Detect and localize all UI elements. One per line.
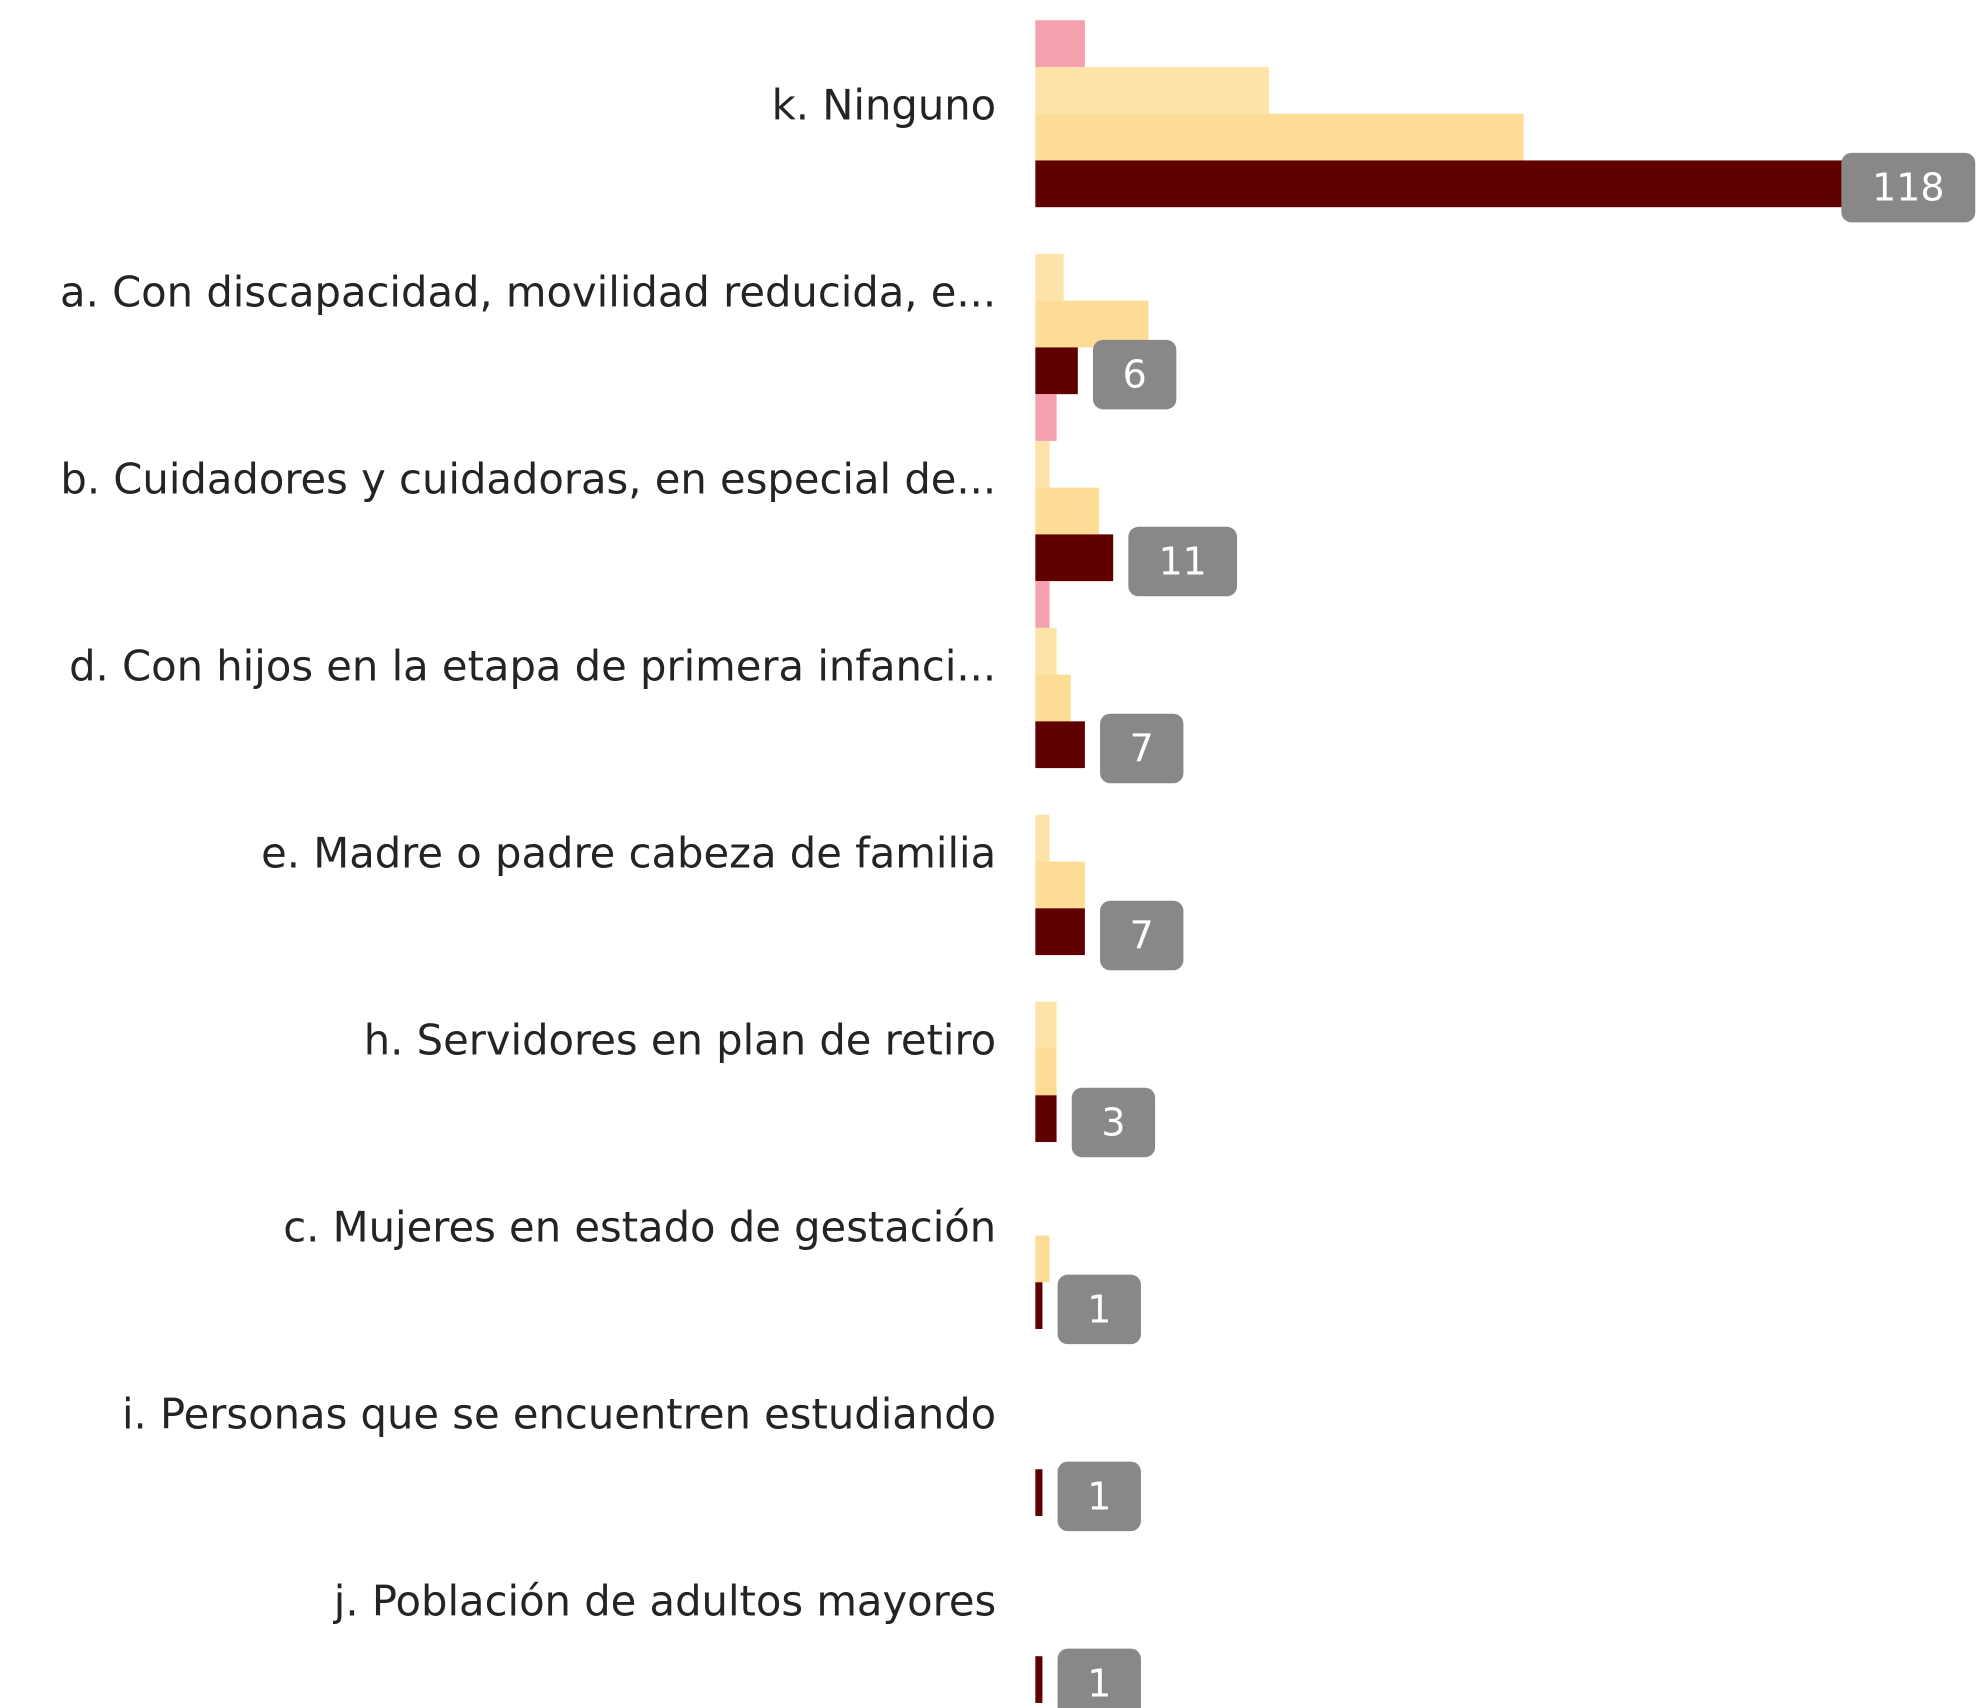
bar: [1035, 861, 1085, 909]
category-label: i. Personas que se encuentren estudiando: [122, 1389, 996, 1438]
bar: [1035, 394, 1057, 441]
bar: [1035, 20, 1085, 67]
data-label-box: [1057, 1274, 1141, 1345]
bar: [1035, 66, 1269, 114]
bar: [1035, 347, 1078, 395]
data-label-box: [1057, 1461, 1141, 1532]
category-label: k. Ninguno: [772, 81, 997, 130]
data-label-box: [1071, 1087, 1156, 1158]
bar: [1035, 908, 1085, 956]
bar: [1035, 627, 1057, 675]
data-label: 1: [1087, 1287, 1111, 1331]
data-label: 11: [1159, 540, 1207, 584]
category-label: a. Con discapacidad, movilidad reducida,…: [60, 268, 996, 317]
bar: [1035, 1235, 1050, 1283]
bar: [1035, 1469, 1043, 1516]
data-label: 7: [1130, 727, 1154, 771]
data-label: 7: [1130, 914, 1154, 958]
data-label: 6: [1123, 353, 1147, 397]
data-label: 118: [1872, 166, 1944, 210]
bar: [1035, 814, 1050, 862]
category-label: b. Cuidadores y cuidadoras, en especial …: [60, 455, 996, 504]
data-label-box: [1100, 900, 1184, 971]
bar: [1035, 674, 1071, 722]
bar: [1035, 721, 1085, 769]
data-label-box: [1841, 152, 1976, 223]
data-label: 1: [1087, 1474, 1111, 1518]
category-label: d. Con hijos en la etapa de primera infa…: [69, 642, 996, 691]
category-label: e. Madre o padre cabeza de familia: [261, 829, 996, 878]
data-label-box: [1092, 339, 1177, 410]
data-label-box: [1100, 713, 1184, 784]
data-label: 3: [1101, 1100, 1125, 1144]
data-label-box: [1128, 526, 1237, 597]
bar: [1035, 581, 1050, 628]
bar: [1035, 1048, 1057, 1096]
bar: [1035, 1282, 1043, 1330]
bar: [1035, 113, 1524, 161]
category-label: c. Mujeres en estado de gestación: [283, 1202, 996, 1251]
bar: [1035, 487, 1100, 535]
data-label: 1: [1087, 1661, 1111, 1705]
bar: [1035, 1656, 1043, 1703]
bar: [1035, 534, 1114, 582]
bar: [1035, 1001, 1057, 1049]
category-label: h. Servidores en plan de retiro: [364, 1015, 996, 1064]
category-label: j. Población de adultos mayores: [333, 1576, 996, 1625]
bar: [1035, 160, 1871, 208]
bar: [1035, 253, 1064, 301]
data-label-box: [1057, 1648, 1141, 1708]
bar: [1035, 300, 1149, 348]
bar: [1035, 1095, 1057, 1143]
bar: [1035, 440, 1050, 488]
